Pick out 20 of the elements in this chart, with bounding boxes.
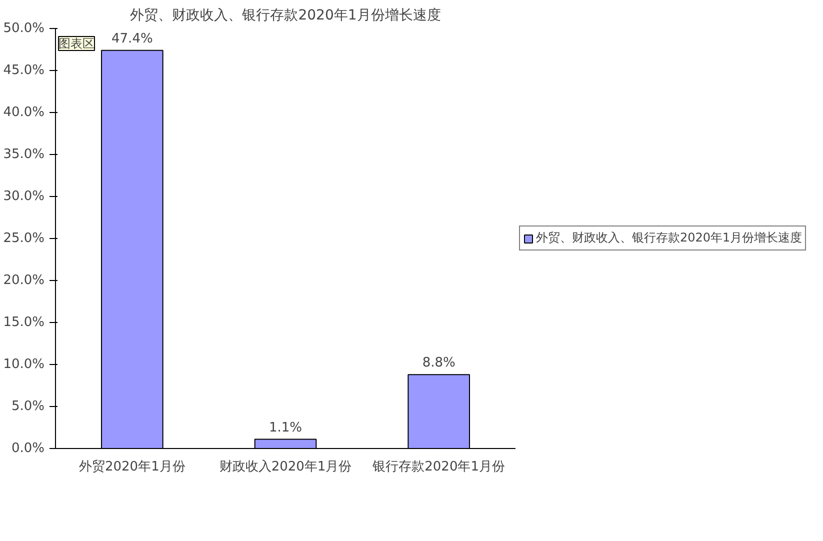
data-label: 47.4% [112, 31, 153, 46]
y-tick-label: 40.0% [3, 105, 45, 120]
y-tick-label: 10.0% [3, 357, 45, 372]
data-label: 8.8% [422, 356, 456, 371]
data-label: 1.1% [268, 420, 302, 436]
y-tick-label: 45.0% [3, 63, 45, 78]
x-tick-label: 银行存款2020年1月份 [372, 460, 506, 474]
x-tick-label: 外贸2020年1月份 [78, 460, 186, 474]
annotation: 图表区 [58, 36, 94, 50]
y-tick-label: 20.0% [3, 273, 45, 288]
y-tick-label: 30.0% [3, 189, 45, 204]
y-tick-label: 50.0% [3, 21, 45, 36]
x-tick-label: 财政收入2020年1月份 [219, 460, 352, 474]
y-tick-label: 35.0% [3, 147, 45, 162]
chart-title: 外贸、财政收入、银行存款2020年1月份增长速度 [130, 8, 441, 24]
y-tick-label: 25.0% [3, 231, 45, 246]
y-tick-label: 0.0% [11, 441, 45, 456]
y-tick-label: 5.0% [11, 399, 45, 414]
y-tick-label: 15.0% [3, 315, 45, 330]
legend-label: 外贸、财政收入、银行存款2020年1月份增长速度 [536, 230, 802, 246]
